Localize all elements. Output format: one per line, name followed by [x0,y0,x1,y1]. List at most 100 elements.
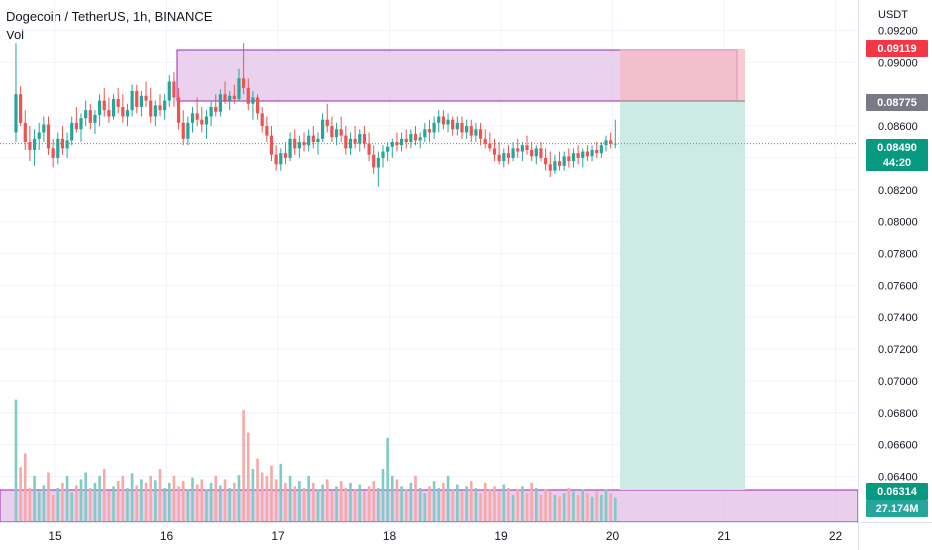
candle-body [149,100,153,117]
volume-bar [390,475,394,521]
candle-body [274,154,278,165]
candle-body [98,100,102,115]
candle-body [465,126,469,133]
candle-body [200,119,204,125]
candle-body [548,164,552,171]
volume-bar [600,495,603,521]
volume-bar [228,488,231,521]
volume-bar [446,475,450,521]
candle-body [534,148,538,157]
volume-bar [358,484,362,521]
candle-body [204,116,209,125]
volume-bar [89,488,92,521]
candle-body [455,122,459,130]
volume-bar [19,467,22,521]
volume-bar [186,489,190,521]
candle-body [37,132,41,139]
volume-bar [562,493,566,521]
volume-bar [214,475,218,521]
candle-body [190,113,195,123]
candle-body [399,138,404,146]
volume-bar [191,477,194,521]
volume-bar [451,489,454,521]
candle-body [269,135,274,155]
volume-bar [200,479,204,521]
candle-body [74,122,78,130]
price-tick-label: 0.08000 [878,217,918,229]
candle-body [279,153,283,165]
volume-bar [84,472,87,521]
candle-body [232,95,236,99]
candle-body [167,81,171,101]
volume-bar [79,479,83,521]
volume-bar [567,488,571,521]
candle-body [70,122,74,141]
candle-body [562,156,566,166]
volume-bar [246,432,250,521]
candle-body [469,126,473,136]
volume-bar [418,488,422,521]
volume-bar [521,486,524,521]
candle-body [163,100,167,111]
candle-body [557,161,562,166]
candle-body [539,148,543,158]
volume-bar [511,495,515,521]
time-axis[interactable]: 15 16 17 18 19 20 21 22 [0,522,932,544]
candlesticks [14,43,617,187]
volume-bar [149,475,153,521]
candle-body [265,126,269,136]
volume-bar [525,493,529,521]
candle-body [242,78,246,88]
price-axis[interactable]: USDT0.092000.090000.086000.084000.082000… [858,0,918,550]
volume-bar [479,493,482,521]
volume-bar [372,481,376,521]
candle-body [302,142,306,146]
volume-bar [539,495,543,521]
candle-body [46,124,51,149]
volume-bar [469,481,473,521]
volume-bar [586,493,589,521]
volume-bar [42,485,46,521]
candle-body [567,156,571,162]
volume-bar [284,482,287,521]
volume-bar [288,475,292,521]
candle-body [413,134,418,141]
candle-body [595,149,599,154]
time-tick-label: 22 [829,529,843,543]
volume-bar [423,493,427,521]
candle-body [130,91,134,111]
volume-bar [409,482,413,521]
candle-body [437,116,441,123]
volume-bar [344,488,348,521]
time-tick-label: 20 [606,529,620,543]
volume-bar [298,481,301,521]
volume-bar [530,482,533,521]
candle-body [139,95,144,107]
volume-bar [209,482,213,521]
candle-body [404,138,408,142]
volume-bar [223,479,227,521]
volume-bar [98,475,101,521]
entry-price-tag [866,94,928,111]
candle-body [330,126,334,138]
candle-body [195,113,199,120]
axis-unit-label: USDT [878,9,908,21]
volume-bar [177,486,180,521]
candle-body [84,110,88,119]
candle-body [478,129,483,139]
volume-bar [65,475,69,521]
volume-bar [363,491,366,521]
candle-body [144,95,148,101]
candle-body [260,113,264,127]
candle-body [348,138,353,149]
volume-bar [237,475,241,521]
candle-body [51,148,55,158]
candle-body [102,100,106,111]
candle-body [56,138,60,158]
volume-bar [544,489,547,521]
last-price-tag [866,139,928,171]
time-tick-label: 18 [383,529,397,543]
volume-bar [497,491,501,521]
candle-body [525,145,529,150]
